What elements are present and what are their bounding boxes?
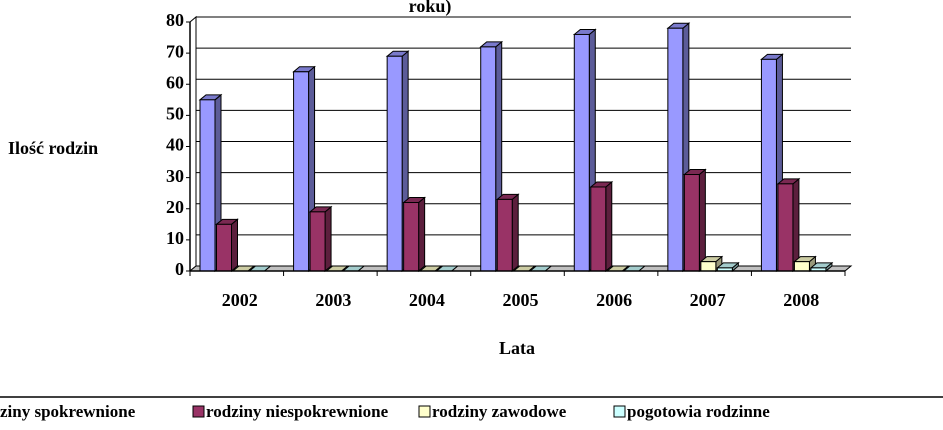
bar-face <box>309 211 326 272</box>
plot-wall <box>189 15 197 273</box>
bar <box>528 265 553 272</box>
x-tick-label: 2004 <box>409 290 445 310</box>
bar <box>682 168 707 273</box>
bar-face <box>700 261 717 272</box>
y-tick-label: 20 <box>166 197 184 217</box>
bar-face <box>418 196 426 273</box>
bar-face <box>777 183 794 272</box>
bar <box>605 265 630 272</box>
bar <box>715 261 740 273</box>
bar-face <box>573 33 590 272</box>
bar-face <box>386 55 403 272</box>
bar-face <box>667 27 684 272</box>
legend-swatch <box>192 405 205 418</box>
bar-face <box>403 202 420 272</box>
x-tick-label: 2006 <box>596 290 632 310</box>
bar-face <box>216 223 232 272</box>
bar <box>776 177 801 273</box>
x-tick-label: 2002 <box>222 290 258 310</box>
x-tick-label: 2003 <box>315 290 351 310</box>
y-tick-label: 10 <box>166 228 184 248</box>
bar-face <box>792 177 800 273</box>
bar <box>308 205 333 273</box>
y-tick-label: 60 <box>166 72 184 92</box>
legend-label: pogotowia rodzinne <box>627 402 770 421</box>
legend-label: ziny spokrewnione <box>0 402 136 421</box>
y-tick-label: 30 <box>166 166 184 186</box>
y-tick-label: 0 <box>175 259 184 279</box>
bar-face <box>698 168 706 273</box>
y-tick-label: 50 <box>166 104 184 124</box>
x-axis-title: Lata <box>499 338 535 358</box>
y-axis-title: Ilość rodzin <box>8 138 98 158</box>
bar <box>215 218 239 273</box>
bar-face <box>324 205 332 273</box>
bar-face <box>590 186 607 272</box>
bar-face <box>511 193 519 273</box>
x-tick-label: 2005 <box>503 290 539 310</box>
bar <box>495 193 520 273</box>
bar-face <box>496 198 513 272</box>
x-tick-label: 2008 <box>783 290 819 310</box>
bar-face <box>605 180 613 273</box>
legend-swatch <box>418 405 431 418</box>
bar-face <box>683 174 700 272</box>
y-tick-label: 70 <box>166 41 184 61</box>
bar-face <box>760 58 777 272</box>
chart-title: roku) <box>409 0 452 17</box>
y-tick-label: 80 <box>166 10 184 30</box>
legend-label: rodziny zawodowe <box>432 402 567 421</box>
bar <box>589 180 614 273</box>
bar-face <box>793 261 810 272</box>
legend-swatch <box>613 405 626 418</box>
bar-face <box>293 71 310 272</box>
legend-label: rodziny niespokrewnione <box>206 402 389 421</box>
bar-face <box>480 46 497 272</box>
bar-face <box>199 99 216 272</box>
y-tick-label: 40 <box>166 135 184 155</box>
x-tick-label: 2007 <box>690 290 726 310</box>
bar-face <box>231 218 238 273</box>
bar <box>402 196 427 273</box>
